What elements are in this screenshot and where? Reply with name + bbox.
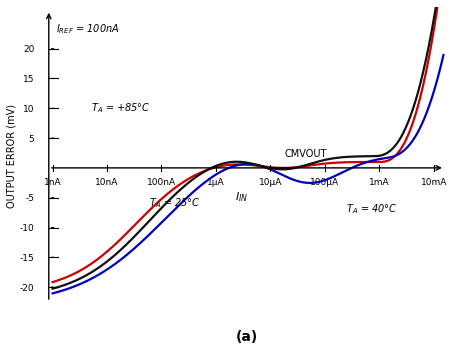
Text: T$_A$ = +85°C: T$_A$ = +85°C bbox=[90, 101, 150, 115]
Text: T$_A$ = 25°C: T$_A$ = 25°C bbox=[149, 197, 201, 210]
Text: CMVOUT: CMVOUT bbox=[284, 149, 327, 159]
Y-axis label: OUTPUT ERROR (mV): OUTPUT ERROR (mV) bbox=[7, 104, 17, 208]
Text: (a): (a) bbox=[236, 330, 258, 344]
Text: I$_{REF}$ = 100nA: I$_{REF}$ = 100nA bbox=[56, 22, 119, 36]
Text: I$_{IN}$: I$_{IN}$ bbox=[235, 191, 249, 204]
Text: T$_A$ = 40°C: T$_A$ = 40°C bbox=[346, 203, 398, 217]
